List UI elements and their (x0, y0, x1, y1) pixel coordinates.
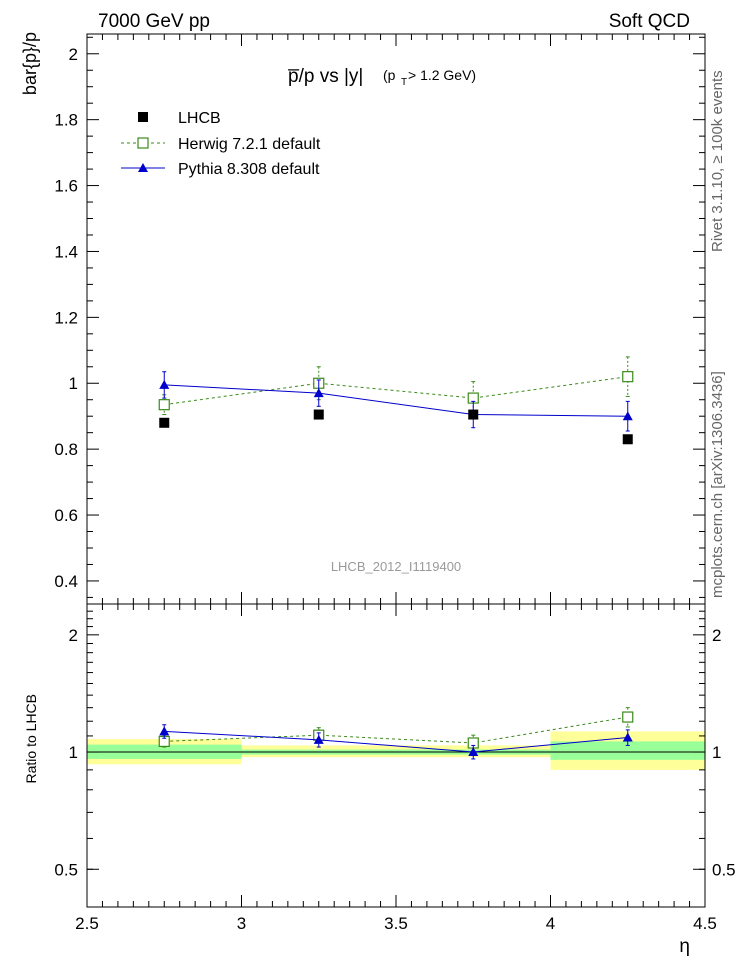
main-herwig-point (622, 371, 634, 383)
mcplots-label: mcplots.cern.ch [arXiv:1306.3436] (709, 371, 726, 598)
main-panel: 0.4 0.6 0.8 1 1.2 1.4 1.6 1.8 2 (54, 33, 706, 605)
ratio-ytick-label-right: 1 (712, 743, 721, 762)
main-pythia-point (159, 379, 170, 389)
analysis-watermark: LHCB_2012_I1119400 (331, 559, 461, 574)
main-ytick-label: 1.6 (54, 177, 78, 196)
x-tick-label: 4 (546, 914, 555, 933)
main-herwig-line (164, 376, 628, 406)
main-lhcb-point (313, 409, 324, 420)
ratio-ytick-label: 2 (69, 626, 78, 645)
x-tick-label: 3.5 (384, 914, 408, 933)
main-ytick-label: 1.4 (54, 242, 78, 261)
main-ytick-label: 2 (69, 45, 78, 64)
main-ytick-label: 1 (69, 374, 78, 393)
main-ytick-label: 1.8 (54, 111, 78, 130)
legend-marker (138, 112, 148, 122)
x-axis-label: η (679, 936, 690, 957)
ratio-ytick-label: 0.5 (54, 860, 78, 879)
x-tick-label: 2.5 (75, 914, 99, 933)
legend-label: Pythia 8.308 default (178, 161, 320, 178)
main-title-text: p̅/p vs |y| (288, 66, 364, 87)
main-ytick-label: 0.6 (54, 506, 78, 525)
ratio-pythia-point (468, 747, 479, 757)
ratio-pythia-point (313, 734, 324, 744)
ratio-ytick-label-right: 2 (712, 626, 721, 645)
main-title-cut: > 1.2 GeV) (408, 67, 476, 83)
ratio-ylabel: Ratio to LHCB (23, 694, 39, 783)
x-tick-label: 3 (237, 914, 246, 933)
legend-marker (138, 163, 148, 172)
ratio-pythia-line (164, 730, 628, 753)
legend: LHCB Herwig 7.2.1 default Pythia 8.308 def… (121, 110, 321, 178)
main-ytick-label: 0.8 (54, 440, 78, 459)
legend-marker (137, 137, 149, 149)
main-title-sub: T (401, 77, 407, 88)
ratio-herwig-point (622, 711, 634, 723)
main-pythia-point (313, 388, 324, 398)
main-lhcb-point (159, 417, 170, 428)
ratio-panel: 2.5 3 3.5 4 4.5 0.5 0.5 1 1 2 2 (54, 603, 736, 933)
legend-label: LHCB (178, 110, 221, 127)
main-pythia-line (164, 384, 628, 417)
ratio-pythia-point (622, 732, 633, 742)
legend-label: Herwig 7.2.1 default (178, 136, 321, 153)
main-lhcb-point (622, 434, 633, 445)
ratio-band-green (550, 741, 705, 760)
main-ytick-label: 1.2 (54, 308, 78, 327)
main-ylabel: bar{p}/p (20, 32, 40, 95)
main-title-suffix: (p (383, 67, 396, 83)
main-pythia-point (622, 411, 633, 421)
ratio-ytick-label-right: 0.5 (712, 860, 736, 879)
header-right: Soft QCD (609, 11, 690, 32)
main-ytick-label: 0.4 (54, 572, 78, 591)
main-herwig-point (158, 399, 170, 411)
rivet-label: Rivet 3.1.10, ≥ 100k events (709, 70, 726, 252)
ratio-ytick-label: 1 (69, 743, 78, 762)
main-lhcb-point (468, 409, 479, 420)
ratio-pythia-point (159, 726, 170, 736)
main-title: p̅/p vs |y| (p T > 1.2 GeV) (288, 66, 477, 88)
header-left: 7000 GeV pp (98, 11, 210, 32)
x-tick-label: 4.5 (693, 914, 717, 933)
